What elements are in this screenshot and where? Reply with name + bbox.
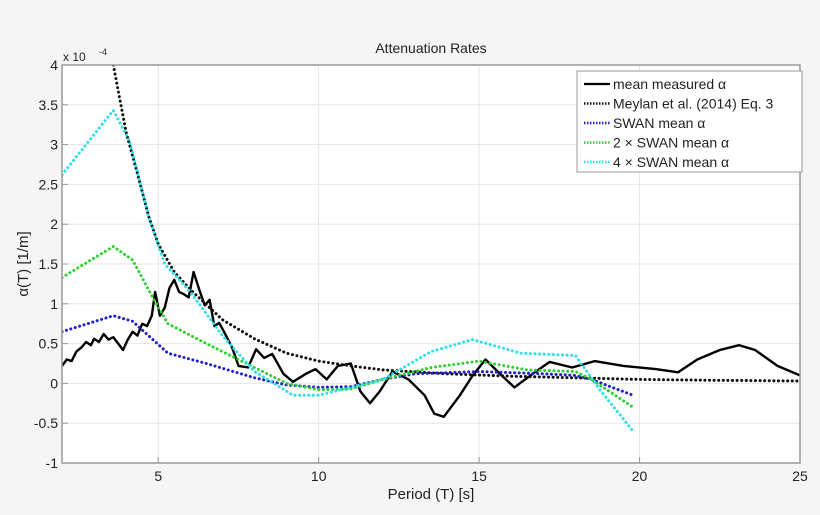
series-group (62, 65, 800, 433)
x-tick-label: 10 (311, 468, 327, 484)
x-tick-label: 5 (154, 468, 162, 484)
y-tick-label: 1 (50, 296, 58, 312)
y-axis-label: α(T) [1/m] (15, 231, 32, 296)
y-tick-label: 0.5 (39, 336, 59, 352)
series-line-4 (62, 108, 635, 433)
ticks: 5 10 15 20 25 -1 -0.5 0 0.5 1 1.5 2 2.5 3 3.5 4 (34, 57, 808, 484)
legend-label: mean measured α (613, 76, 726, 92)
legend-label: 4 × SWAN mean α (613, 154, 729, 170)
y-tick-label: -0.5 (34, 415, 58, 431)
y-tick-label: 0 (50, 375, 58, 391)
x-tick-label: 15 (471, 468, 487, 484)
chart-title: Attenuation Rates (375, 40, 486, 56)
legend-label: Meylan et al. (2014) Eq. 3 (613, 96, 774, 112)
x-tick-label: 25 (792, 468, 808, 484)
series-line-2 (62, 314, 635, 397)
grid (62, 64, 801, 464)
y-tick-label: -1 (46, 455, 59, 471)
series-line-3 (62, 245, 635, 409)
x-axis-label: Period (T) [s] (388, 486, 475, 503)
x-tick-label: 20 (632, 468, 648, 484)
series-line-0 (62, 270, 800, 418)
legend-label: 2 × SWAN mean α (613, 135, 729, 151)
y-tick-label: 3 (50, 137, 58, 153)
legend-label: SWAN mean α (613, 115, 705, 131)
legend-box (576, 70, 803, 173)
y-tick-label: 2.5 (39, 176, 59, 192)
y-tick-label: 3.5 (39, 97, 59, 113)
legend: mean measured α Meylan et al. (2014) Eq. … (576, 70, 803, 173)
y-tick-label: 2 (50, 216, 58, 232)
y-multiplier-exponent: -4 (99, 47, 107, 57)
y-multiplier: x 10 (63, 50, 86, 64)
y-tick-label: 1.5 (39, 256, 59, 272)
y-tick-label: 4 (50, 57, 58, 73)
